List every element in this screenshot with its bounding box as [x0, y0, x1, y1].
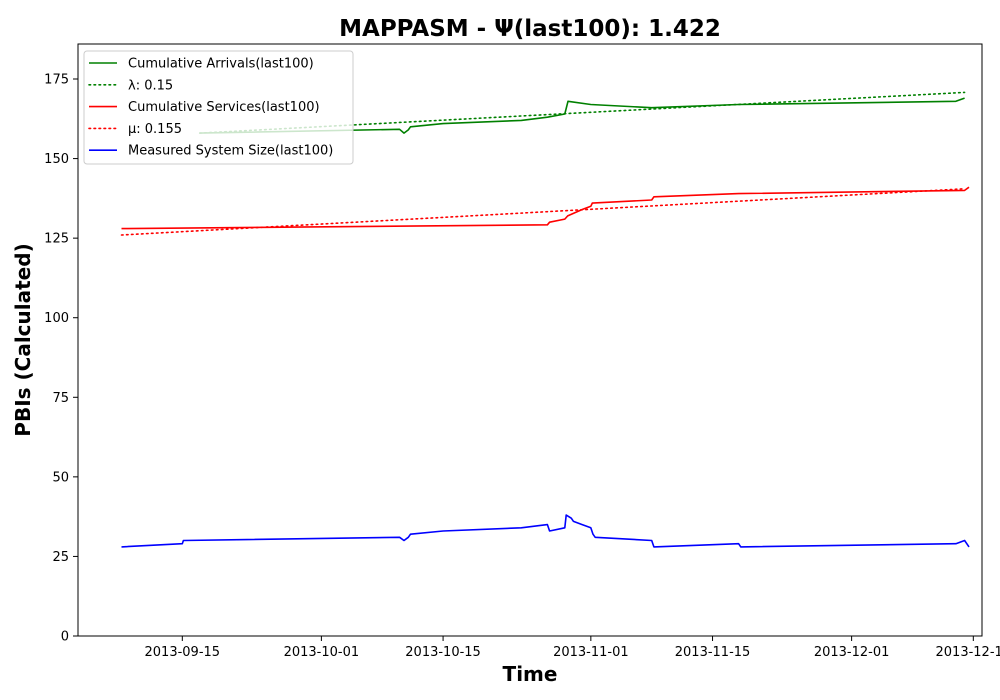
- x-axis-ticks: 2013-09-15 2013-10-01 2013-10-15 2013-11-01…: [145, 636, 1000, 660]
- y-tick-label: 25: [52, 550, 69, 565]
- y-tick-label: 150: [44, 152, 69, 167]
- legend-label: Cumulative Arrivals(last100): [128, 57, 314, 72]
- plot-frame: [77, 43, 983, 637]
- x-axis-label: Time: [503, 662, 558, 686]
- legend-label: Cumulative Services(last100): [128, 100, 320, 115]
- legend-label: λ: 0.15: [128, 78, 173, 93]
- y-tick-label: 175: [44, 73, 69, 88]
- y-axis-ticks: 0 25 50 75 100 125 150 175: [44, 73, 78, 645]
- legend-box: [83, 50, 354, 165]
- y-axis-label: PBIs (Calculated): [11, 243, 35, 436]
- legend: Cumulative Arrivals(last100) λ: 0.15 Cumul…: [83, 50, 354, 165]
- y-tick-label: 50: [52, 470, 69, 485]
- y-tick-label: 75: [52, 391, 69, 406]
- x-tick-label: 2013-10-15: [405, 645, 481, 660]
- y-tick-label: 100: [44, 311, 69, 326]
- x-tick-label: 2013-11-15: [675, 645, 751, 660]
- x-tick-label: 2013-09-15: [145, 645, 221, 660]
- x-tick-label: 2013-11-01: [553, 645, 629, 660]
- legend-label: μ: 0.155: [128, 122, 182, 137]
- plot-lines: [120, 91, 970, 548]
- y-tick-label: 0: [61, 630, 69, 645]
- series-line-5: [121, 514, 970, 548]
- x-tick-label: 2013-12-15: [936, 645, 1000, 660]
- series-line-3: [121, 186, 970, 230]
- legend-label: Measured System Size(last100): [128, 144, 333, 159]
- y-tick-label: 125: [44, 232, 69, 247]
- series-line-4: [120, 188, 966, 236]
- x-tick-label: 2013-10-01: [284, 645, 360, 660]
- chart-title: MAPPASM - Ψ(last100): 1.422: [339, 16, 721, 42]
- x-tick-label: 2013-12-01: [814, 645, 890, 660]
